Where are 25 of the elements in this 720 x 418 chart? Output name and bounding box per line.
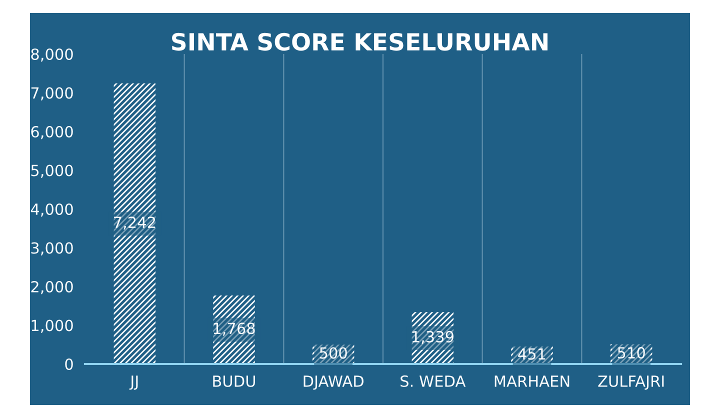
y-tick-label: 2,000 — [31, 280, 73, 294]
x-tick-label: BUDU — [213, 376, 255, 387]
y-tick-label: 3,000 — [31, 242, 73, 256]
bar — [114, 83, 156, 364]
x-tick-label: JJ — [129, 376, 138, 390]
y-tick-label: 1,000 — [32, 320, 73, 333]
y-tick-label: 5,000 — [31, 164, 73, 178]
bar — [213, 295, 255, 364]
x-tick-label: S. WEDA — [400, 375, 466, 387]
data-label: 510 — [618, 346, 645, 359]
x-tick-label: MARHAEN — [494, 376, 570, 387]
data-label: 1,339 — [412, 330, 454, 344]
data-label: 500 — [320, 347, 347, 359]
x-tick-label: DJAWAD — [304, 376, 364, 390]
bar — [412, 312, 454, 364]
data-label: 7,242 — [114, 216, 156, 230]
chart-title: SINTA SCORE KESELURUHAN — [172, 32, 548, 51]
x-tick-label: ZULFAJRI — [598, 376, 664, 390]
y-tick-label: 6,000 — [31, 126, 73, 140]
y-tick-label: 0 — [65, 358, 73, 370]
data-label: 1,768 — [214, 322, 255, 336]
y-tick-label: 8,000 — [31, 48, 73, 62]
data-label: 451 — [518, 348, 546, 360]
y-tick-label: 4,000 — [30, 203, 73, 217]
y-tick-label: 7,000 — [31, 87, 73, 100]
